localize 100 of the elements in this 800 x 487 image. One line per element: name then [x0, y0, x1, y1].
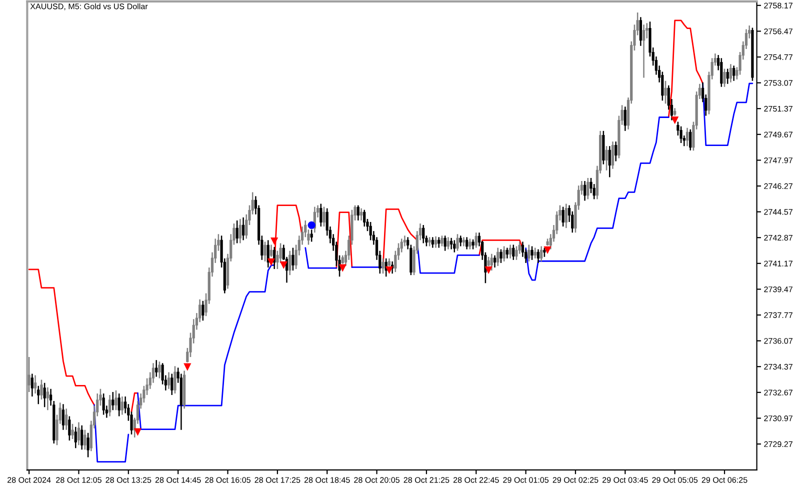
- y-tick-label: 2744.57: [764, 209, 792, 215]
- y-tick-label: 2742.87: [764, 234, 792, 241]
- point: [134, 428, 142, 436]
- candlestick: [515, 246, 518, 261]
- candlestick: [102, 392, 105, 416]
- candlestick: [466, 236, 468, 250]
- candlestick: [112, 391, 114, 411]
- candlestick: [74, 426, 77, 449]
- candlestick: [472, 238, 474, 250]
- y-tick-label: 2753.07: [764, 80, 792, 86]
- candlestick: [508, 244, 512, 260]
- candlestick: [46, 386, 50, 411]
- y-tick-label: 2756.47: [764, 28, 792, 34]
- candlestick: [167, 372, 170, 390]
- candlestick: [686, 127, 689, 147]
- x-tick-label: 29 Oct 02:25: [552, 477, 598, 483]
- point: [280, 261, 288, 270]
- candlestick: [614, 140, 618, 162]
- point: [270, 237, 278, 246]
- candlestick: [496, 247, 500, 267]
- candlestick: [369, 221, 372, 241]
- point: [338, 264, 346, 272]
- candlestick: [68, 416, 71, 442]
- candlestick: [487, 256, 490, 267]
- candlestick: [34, 374, 37, 394]
- candlestick: [720, 57, 723, 88]
- x-tick-label: 28 Oct 2024: [8, 477, 51, 483]
- x-tick-label: 29 Oct 05:05: [652, 477, 698, 483]
- candlestick: [322, 206, 326, 228]
- candlestick: [270, 244, 273, 258]
- candlestick: [605, 145, 608, 171]
- candlestick: [84, 429, 86, 450]
- candlestick: [65, 408, 68, 431]
- candlestick: [431, 236, 434, 248]
- candlestick: [320, 203, 322, 228]
- candlestick: [729, 64, 732, 83]
- candlestick: [562, 206, 564, 228]
- y-tick-label: 2732.67: [764, 390, 792, 396]
- y-tick-label: 2746.27: [764, 183, 792, 190]
- point: [671, 116, 679, 124]
- candlestick: [292, 247, 294, 272]
- candlestick: [536, 248, 540, 264]
- candlestick: [62, 403, 65, 431]
- candlestick: [493, 254, 496, 268]
- candlestick: [30, 373, 34, 398]
- candlestick: [363, 209, 366, 228]
- y-tick-label: 2737.77: [764, 312, 792, 318]
- candlestick: [530, 246, 534, 261]
- candlestick: [506, 247, 508, 260]
- candlestick: [77, 422, 80, 446]
- candlestick: [462, 236, 466, 247]
- x-tick-label: 28 Oct 17:25: [254, 477, 300, 483]
- x-tick-label: 29 Oct 01:05: [503, 477, 549, 483]
- candlestick: [586, 177, 590, 200]
- x-tick-label: 28 Oct 13:25: [106, 477, 152, 483]
- candlestick: [642, 24, 646, 78]
- x-tick-label: 28 Oct 21:25: [404, 477, 450, 483]
- point: [184, 363, 192, 371]
- point: [267, 258, 276, 266]
- candlestick: [450, 237, 453, 250]
- candlestick: [264, 241, 266, 262]
- candlestick: [680, 126, 682, 144]
- candlestick: [502, 246, 506, 262]
- candlestick: [440, 235, 444, 247]
- candlestick: [723, 68, 726, 88]
- candlestick: [639, 16, 642, 47]
- candlestick: [120, 396, 124, 416]
- candlestick: [474, 232, 478, 248]
- x-tick-label: 29 Oct 03:45: [602, 477, 648, 483]
- x-tick-label: 28 Oct 12:05: [56, 477, 102, 483]
- y-tick-label: 2747.97: [764, 158, 792, 164]
- x-tick-label: 28 Oct 16:05: [205, 477, 250, 483]
- candlestick: [500, 248, 502, 264]
- candlestick: [238, 218, 242, 244]
- x-tick-label: 28 Oct 22:45: [453, 477, 499, 483]
- candlestick: [459, 235, 462, 247]
- point: [308, 221, 316, 229]
- y-tick-label: 2730.97: [764, 415, 792, 422]
- candlestick: [155, 359, 158, 378]
- candlestick: [726, 68, 729, 84]
- y-tick-label: 2749.67: [764, 132, 792, 138]
- candlestick: [453, 240, 456, 253]
- candlestick: [444, 235, 446, 252]
- y-tick-label: 2758.17: [764, 2, 792, 8]
- candlestick: [170, 373, 174, 396]
- candlestick: [564, 203, 568, 229]
- candlestick: [434, 236, 438, 248]
- candlestick: [512, 244, 515, 261]
- point: [484, 266, 492, 274]
- x-tick-label: 29 Oct 06:25: [702, 477, 748, 483]
- chart-title: XAUUSD, M5: Gold vs US Dollar: [30, 3, 148, 10]
- candlestick: [40, 379, 43, 400]
- candlestick: [382, 258, 384, 274]
- candlestick: [540, 246, 543, 262]
- candlestick: [288, 250, 292, 276]
- candlestick: [732, 65, 736, 82]
- candlestick: [43, 382, 46, 408]
- candlestick: [664, 80, 667, 104]
- candlestick: [689, 128, 692, 151]
- candlestick: [456, 233, 459, 252]
